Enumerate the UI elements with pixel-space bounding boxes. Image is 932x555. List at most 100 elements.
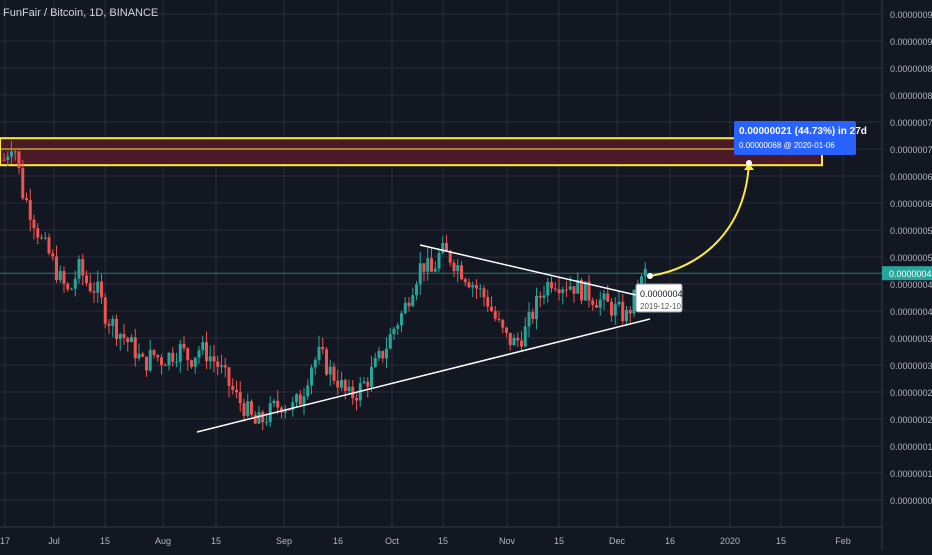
- candle-body: [501, 320, 505, 328]
- candle-body: [340, 380, 343, 388]
- candle-body: [475, 285, 478, 289]
- x-tick-label: 2020: [720, 536, 740, 546]
- candle-body: [242, 403, 246, 416]
- candle-body: [13, 151, 17, 153]
- candle-body: [313, 359, 317, 368]
- candle-body: [538, 295, 542, 298]
- x-tick-label: Aug: [155, 536, 171, 546]
- candle-body: [197, 350, 201, 358]
- candle-body: [595, 304, 598, 308]
- candle-body: [385, 348, 388, 359]
- y-tick-label: 0.00000035: [890, 334, 932, 344]
- resistance-zone: [0, 137, 823, 167]
- candle-body: [325, 349, 328, 375]
- candle-body: [418, 263, 422, 285]
- candle-body: [478, 288, 482, 290]
- candle-body: [583, 281, 587, 301]
- y-tick-label: 0.00000085: [890, 64, 932, 74]
- candle-body: [598, 299, 602, 308]
- candle-body: [456, 265, 460, 272]
- target-label-line1: 0.00000021 (44.73%) in 27d: [739, 126, 867, 137]
- target-dot: [746, 160, 752, 166]
- x-tick-label: 17: [0, 536, 10, 546]
- candle-body: [463, 279, 467, 283]
- y-tick-label: 0.00000075: [890, 118, 932, 128]
- candle-body: [561, 289, 565, 294]
- candle-body: [295, 394, 298, 403]
- candle-body: [321, 346, 325, 350]
- candle-body: [253, 414, 257, 424]
- candle-body: [250, 401, 253, 415]
- candle-body: [43, 237, 47, 239]
- candle-body: [602, 293, 606, 300]
- candle-body: [58, 271, 62, 281]
- last-price-badge-text: 0.00000047: [889, 269, 932, 279]
- candle-body: [167, 352, 171, 366]
- x-tick-label: 15: [776, 536, 786, 546]
- candle-body: [452, 262, 456, 272]
- candle-body: [527, 311, 531, 327]
- candle-body: [531, 311, 535, 320]
- candle-body: [70, 288, 73, 290]
- candle-body: [25, 198, 28, 200]
- candle-body: [426, 258, 430, 272]
- candle-body: [208, 356, 212, 362]
- candle-body: [310, 367, 313, 386]
- candle-body: [336, 380, 340, 388]
- candle-body: [287, 409, 291, 411]
- candle-body: [448, 250, 452, 263]
- price-label-box: [635, 283, 683, 313]
- candle-body: [535, 295, 538, 320]
- candle-body: [100, 281, 103, 298]
- candle-body: [430, 258, 433, 272]
- candle-body: [40, 237, 43, 239]
- candle-body: [280, 407, 283, 413]
- candle-body: [220, 365, 223, 367]
- candle-body: [445, 243, 448, 251]
- x-tick-label: Jul: [48, 536, 60, 546]
- candle-body: [152, 349, 156, 356]
- candle-body: [268, 403, 272, 423]
- candle-body: [261, 412, 265, 423]
- candle-body: [388, 334, 392, 349]
- candle-body: [628, 309, 632, 314]
- candle-body: [2, 159, 6, 161]
- y-tick-label: 0.00000065: [890, 172, 932, 182]
- candle-body: [422, 263, 426, 272]
- candle-body: [508, 332, 512, 346]
- candle-body: [77, 259, 81, 279]
- candle-body: [6, 156, 10, 161]
- candle-body: [265, 422, 268, 424]
- candle-body: [343, 380, 347, 392]
- candle-body: [396, 325, 400, 329]
- projection-curve: [649, 162, 750, 277]
- candle-body: [122, 333, 126, 338]
- candle-body: [201, 342, 205, 351]
- candle-body: [467, 282, 471, 288]
- candle-body: [621, 301, 625, 322]
- target-label-line2: 0.00000068 @ 2020-01-06: [739, 141, 835, 150]
- candle-body: [587, 281, 591, 301]
- candle-body: [205, 342, 208, 362]
- candle-body: [62, 271, 66, 284]
- candle-body: [85, 275, 88, 284]
- x-tick-label: Sep: [276, 536, 292, 546]
- candle-body: [216, 361, 220, 367]
- candle-body: [400, 313, 403, 326]
- candle-body: [32, 219, 36, 229]
- candle-body: [411, 295, 415, 307]
- candle-body: [130, 337, 133, 343]
- candle-body: [557, 289, 561, 294]
- candle-body: [182, 343, 186, 349]
- candle-body: [568, 286, 572, 290]
- candle-body: [407, 302, 411, 307]
- candle-body: [572, 286, 576, 294]
- candle-body: [441, 243, 445, 253]
- candle-body: [291, 402, 295, 411]
- candle-body: [591, 300, 595, 305]
- candle-body: [610, 301, 613, 316]
